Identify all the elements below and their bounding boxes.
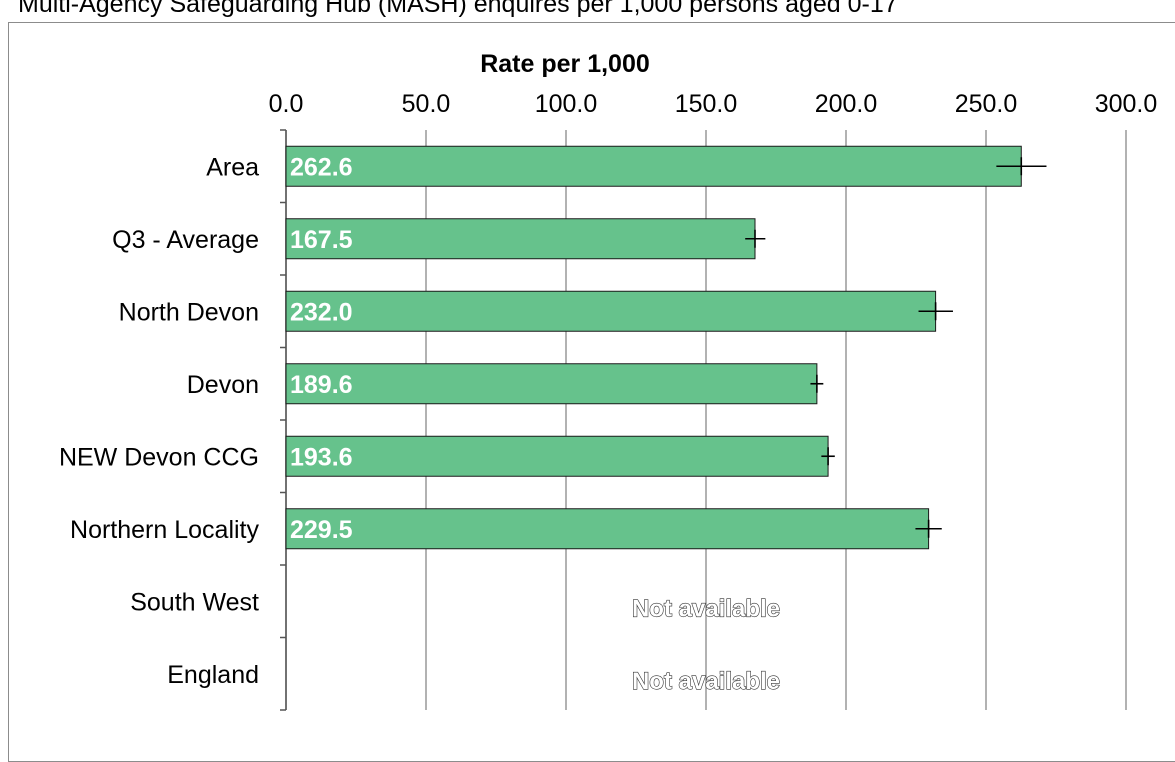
chart-title: Multi-Agency Safeguarding Hub (MASH) enq… bbox=[18, 0, 898, 18]
category-label: Devon bbox=[187, 371, 259, 399]
category-label: North Devon bbox=[119, 298, 259, 326]
category-label: NEW Devon CCG bbox=[59, 443, 259, 471]
bar-value-label: 189.6 bbox=[290, 371, 353, 399]
gridlines bbox=[280, 129, 1127, 711]
category-label: Northern Locality bbox=[70, 516, 259, 544]
x-tick-label: 100.0 bbox=[535, 90, 598, 118]
x-tick-label: 150.0 bbox=[675, 90, 738, 118]
x-tick-label: 0.0 bbox=[269, 90, 304, 118]
bar bbox=[285, 290, 937, 332]
category-label: Q3 - Average bbox=[112, 226, 259, 254]
bar bbox=[285, 508, 930, 550]
category-labels: Area Q3 - Average North Devon Devon NEW Devo… bbox=[59, 153, 260, 689]
bar-value-label: 229.5 bbox=[290, 516, 353, 544]
bar-value-label: 193.6 bbox=[290, 443, 353, 471]
x-axis-title: Rate per 1,000 bbox=[480, 50, 650, 78]
category-label: England bbox=[167, 661, 259, 689]
x-tick-label: 50.0 bbox=[402, 90, 451, 118]
bar-value-label: 167.5 bbox=[290, 226, 353, 254]
x-axis-ticks: 0.0 50.0 100.0 150.0 200.0 250.0 300.0 bbox=[269, 90, 1158, 118]
x-tick-label: 300.0 bbox=[1095, 90, 1158, 118]
category-label: South West bbox=[130, 588, 259, 616]
bar-value-label: 262.6 bbox=[290, 153, 353, 181]
bars: 262.6 167.5 232.0 189.6 193.6 229.5 Not availa… bbox=[285, 145, 1047, 695]
category-label: Area bbox=[206, 153, 259, 181]
x-tick-label: 200.0 bbox=[815, 90, 878, 118]
not-available-label: Not available bbox=[632, 595, 780, 622]
not-available-label: Not available bbox=[632, 668, 780, 695]
bar bbox=[285, 145, 1022, 187]
bar-value-label: 232.0 bbox=[290, 298, 353, 326]
bar bbox=[285, 363, 818, 405]
x-tick-label: 250.0 bbox=[955, 90, 1018, 118]
bar-chart: Rate per 1,000 0.0 50.0 100.0 150.0 200.0 250… bbox=[59, 50, 1158, 711]
bar bbox=[285, 218, 756, 260]
bar bbox=[285, 435, 829, 477]
